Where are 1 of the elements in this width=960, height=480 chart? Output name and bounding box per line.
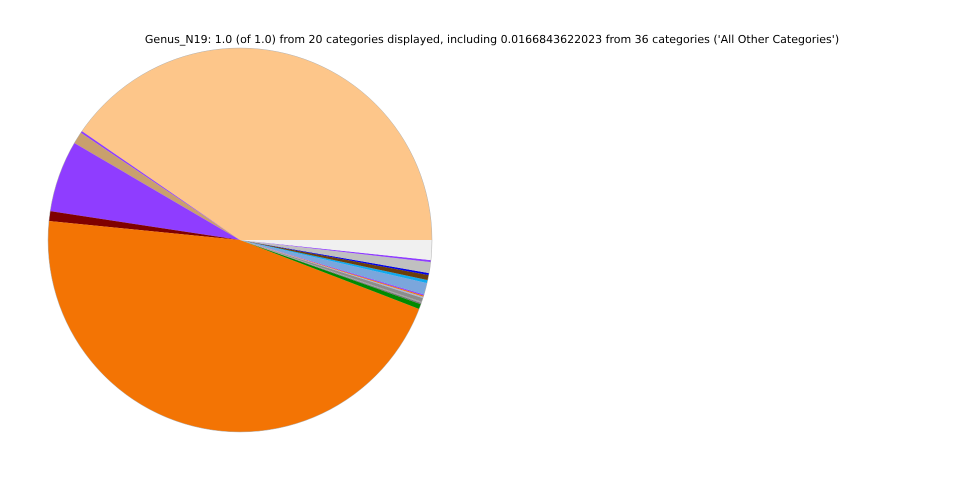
text: Genus_N19: 1.0 (of 1.0) from 20 categories displayed, including 0.0166843622023 from 36 categories ('All Other Categories') xyxy=(144,32,840,46)
